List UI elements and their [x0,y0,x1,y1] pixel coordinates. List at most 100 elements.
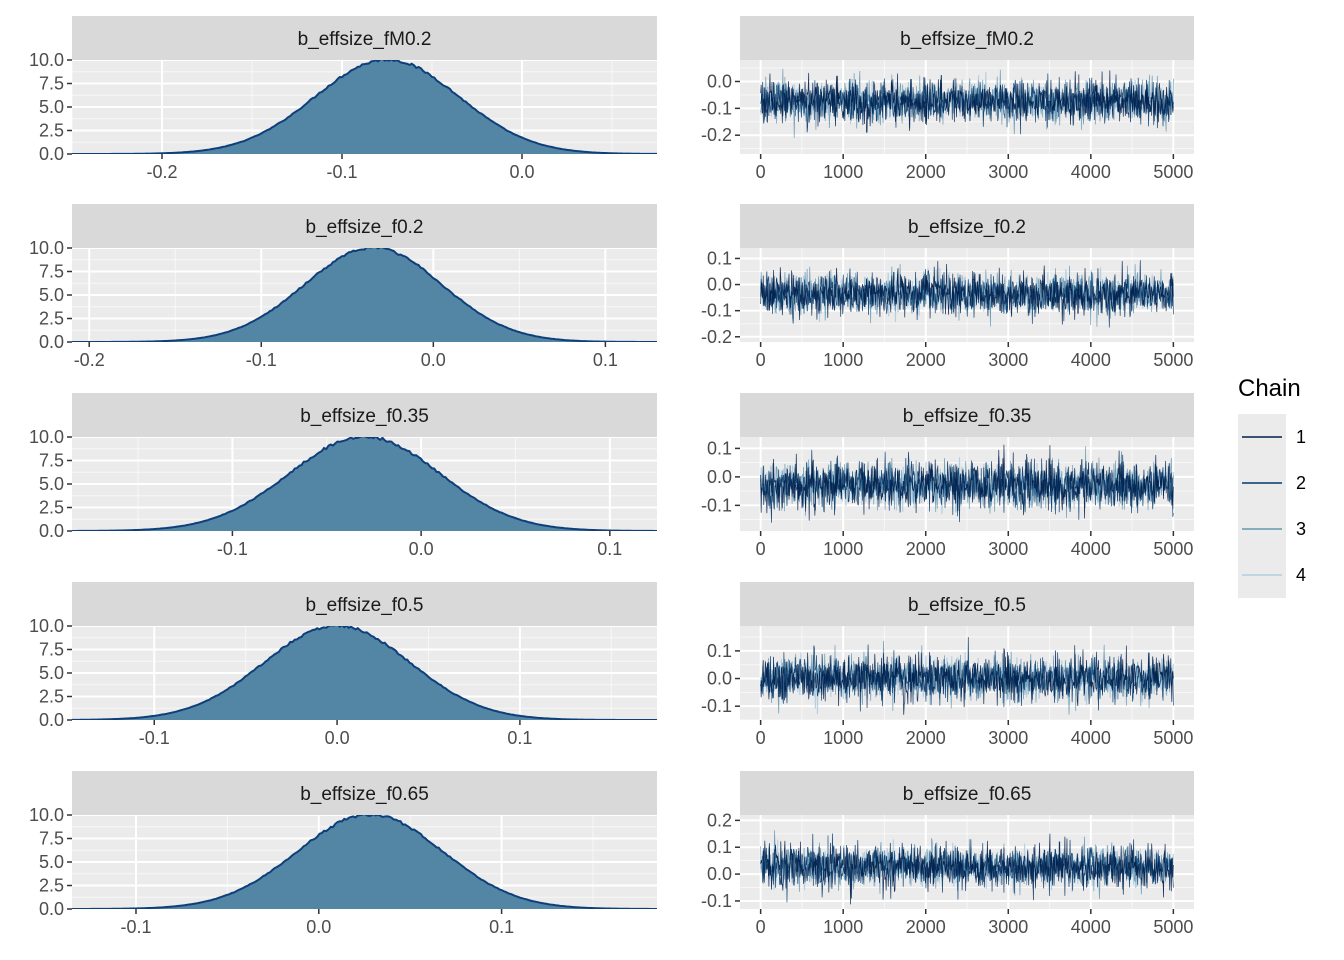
x-tick-label: 3000 [988,162,1028,182]
facet-strip [740,393,1194,437]
y-tick-label: 2.5 [39,498,64,518]
facet-strip [72,393,657,437]
data-layer [760,637,1174,715]
facet-panel-trace: b_effsize_f0.65 0 1000 2000 3000 4000 5000 -0.1… [701,771,1194,937]
facet-panel-density: b_effsize_f0.5 -0.1 0.0 0.1 0.0 2.5 5.0 7.5 10.0 [29,582,657,748]
trace-chain-2 [760,260,1174,328]
y-tick-label: 2.5 [39,687,64,707]
x-tick-label: 0.1 [597,539,622,559]
facet-panel-trace: b_effsize_f0.2 0 1000 2000 3000 4000 5000 -0.2 -… [701,204,1194,370]
x-tick-label: 3000 [988,350,1028,370]
x-tick-label: -0.1 [326,162,357,182]
facet-strip [740,771,1194,815]
y-tick-label: 10.0 [29,427,64,447]
facet-strip-label: b_effsize_f0.2 [908,217,1026,238]
data-layer [760,830,1174,905]
x-tick-label: 0.0 [306,917,331,937]
facet-strip-label: b_effsize_fM0.2 [298,29,432,50]
x-tick-label: -0.1 [246,350,277,370]
facet-strip [72,16,657,60]
legend-items: 1 2 3 4 [1242,427,1306,585]
y-tick-label: 10.0 [29,238,64,258]
panels: b_effsize_fM0.2 -0.2 -0.1 0.0 0.0 2.5 5.0 7.5 10… [29,16,1194,937]
y-tick-label: 2.5 [39,309,64,329]
x-tick-label: 4000 [1071,162,1111,182]
y-tick-label: 0.0 [707,275,732,295]
density-area [72,60,657,154]
x-tick-label: 0.1 [507,728,532,748]
facet-panel-trace: b_effsize_f0.5 0 1000 2000 3000 4000 5000 -0.1 0… [701,582,1194,748]
y-tick-label: -0.1 [701,891,732,911]
x-tick-label: 1000 [823,539,863,559]
legend-label: 4 [1296,565,1306,585]
x-tick-label: 0 [756,728,766,748]
y-tick-label: 2.5 [39,876,64,896]
y-tick-label: 0.0 [707,864,732,884]
x-tick-label: 0.1 [489,917,514,937]
density-line [72,248,657,342]
facet-strip-label: b_effsize_f0.35 [903,406,1032,427]
y-tick-label: 0.0 [39,521,64,541]
density-line [72,815,657,909]
facet-strip-label: b_effsize_f0.65 [903,784,1032,805]
density-line [72,626,657,720]
x-tick-label: 5000 [1153,917,1193,937]
facet-strip [740,582,1194,626]
y-tick-label: -0.2 [701,125,732,145]
x-tick-label: 2000 [906,728,946,748]
facet-strip [72,204,657,248]
y-tick-label: 0.1 [707,438,732,458]
y-tick-label: 0.1 [707,641,732,661]
x-tick-label: -0.2 [146,162,177,182]
y-tick-label: 0.1 [707,837,732,857]
y-tick-label: 0.0 [39,899,64,919]
facet-strip [72,771,657,815]
facet-strip-label: b_effsize_f0.5 [908,595,1026,616]
x-tick-label: 2000 [906,350,946,370]
y-tick-label: 7.5 [39,74,64,94]
x-tick-label: 3000 [988,917,1028,937]
data-layer [72,626,657,720]
x-tick-label: -0.1 [120,917,151,937]
y-tick-label: 7.5 [39,451,64,471]
y-tick-label: -0.1 [701,98,732,118]
legend-label: 3 [1296,519,1306,539]
data-layer [72,60,657,154]
x-tick-label: 5000 [1153,539,1193,559]
density-line [72,437,657,531]
legend-key-background [1238,414,1286,598]
data-layer [72,248,657,342]
facet-strip-label: b_effsize_f0.35 [300,406,429,427]
y-tick-label: -0.1 [701,696,732,716]
trace-chain-1 [760,444,1174,521]
data-layer [72,437,657,531]
y-tick-label: 7.5 [39,262,64,282]
legend-label: 1 [1296,427,1306,447]
facet-strip [740,204,1194,248]
x-tick-label: -0.1 [217,539,248,559]
y-tick-label: -0.1 [701,301,732,321]
x-tick-label: 0.0 [421,350,446,370]
facet-strip-label: b_effsize_f0.2 [306,217,424,238]
data-layer [72,815,657,909]
facet-panel-density: b_effsize_f0.65 -0.1 0.0 0.1 0.0 2.5 5.0 7.5 10.… [29,771,657,937]
density-area [72,248,657,342]
x-tick-label: 1000 [823,162,863,182]
density-area [72,437,657,531]
facet-strip-label: b_effsize_f0.65 [300,784,429,805]
data-layer [760,260,1174,328]
legend-label: 2 [1296,473,1306,493]
y-tick-label: -0.1 [701,495,732,515]
facet-strip-label: b_effsize_f0.5 [306,595,424,616]
x-tick-label: 0.0 [325,728,350,748]
x-tick-label: -0.1 [139,728,170,748]
trace-chain-1 [760,645,1174,715]
x-tick-label: 4000 [1071,728,1111,748]
y-tick-label: 0.0 [707,71,732,91]
density-area [72,626,657,720]
facet-strip [740,16,1194,60]
x-tick-label: 3000 [988,539,1028,559]
x-tick-label: 4000 [1071,350,1111,370]
y-tick-label: 0.2 [707,810,732,830]
